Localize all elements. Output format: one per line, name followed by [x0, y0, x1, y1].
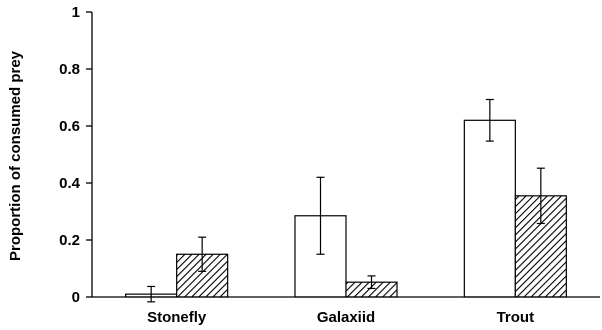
bar-trout-open [463, 119, 516, 298]
y-tick-label: 0 [72, 289, 80, 306]
y-axis-title: Proportion of consumed prey [7, 50, 24, 261]
x-tick-label: Trout [497, 309, 535, 326]
error-bars-layer [147, 98, 545, 303]
y-tick-label: 0.4 [59, 175, 81, 192]
y-tick-label: 0.6 [59, 118, 80, 135]
y-tick-label: 1 [72, 4, 80, 21]
x-tick-label: Galaxiid [317, 309, 375, 326]
y-tick-label: 0.2 [59, 232, 80, 249]
x-tick-label: Stonefly [147, 309, 207, 326]
bars-layer [125, 119, 567, 298]
y-axis-ticks: 0 0.2 0.4 0.6 0.8 1 [59, 4, 92, 306]
x-axis-labels: Stonefly Galaxiid Trout [147, 309, 534, 326]
y-tick-label: 0.8 [59, 61, 80, 78]
